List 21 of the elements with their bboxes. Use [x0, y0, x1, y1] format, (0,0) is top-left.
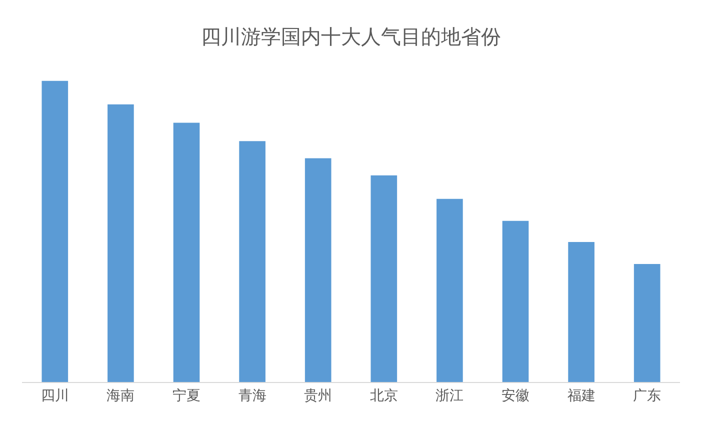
x-tick-label: 四川 — [40, 388, 69, 404]
x-tick-label: 贵州 — [304, 388, 332, 404]
bar — [108, 104, 134, 382]
x-tick-label: 广东 — [633, 388, 662, 404]
bar — [634, 264, 660, 382]
x-tick-label: 福建 — [567, 388, 596, 404]
x-tick-label: 宁夏 — [172, 388, 200, 404]
chart-title: 四川游学国内十大人气目的地省份 — [201, 24, 501, 49]
bar — [304, 158, 332, 382]
x-tick-label: 海南 — [106, 388, 135, 404]
x-tick-label: 安徽 — [502, 388, 530, 404]
bar — [173, 122, 200, 382]
bar — [502, 220, 529, 382]
bar — [42, 80, 68, 382]
x-tick-label: 浙江 — [436, 388, 464, 404]
bar — [239, 141, 266, 382]
x-tick-label: 北京 — [370, 388, 398, 404]
x-tick-label: 青海 — [238, 388, 266, 404]
bar — [370, 175, 398, 382]
bar — [436, 198, 463, 382]
bar — [568, 242, 594, 382]
